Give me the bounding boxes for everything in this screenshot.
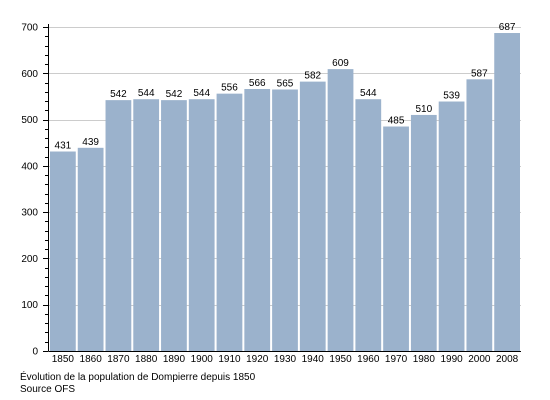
bar: [355, 99, 382, 352]
data-label: 565: [277, 78, 294, 89]
bar: [438, 101, 465, 352]
y-tick-label: 100: [21, 300, 38, 311]
bar: [410, 114, 437, 351]
x-tick-label: 1950: [329, 354, 352, 365]
data-label: 587: [471, 68, 488, 79]
x-tick-label: 2000: [468, 354, 491, 365]
x-tick-label: 2008: [496, 354, 519, 365]
data-label: 566: [249, 78, 266, 89]
y-tick-label: 300: [21, 208, 38, 219]
y-tick-label: 200: [21, 254, 38, 265]
bar: [77, 147, 104, 351]
y-tick-label: 700: [21, 23, 38, 34]
bar: [299, 81, 326, 352]
bar: [272, 89, 298, 352]
x-tick-label: 1860: [80, 354, 103, 365]
data-label: 510: [415, 104, 432, 115]
bar: [466, 79, 493, 352]
bar: [216, 93, 243, 352]
data-label: 544: [193, 88, 210, 99]
x-tick-label: 1970: [385, 354, 408, 365]
x-tick-label: 1880: [135, 354, 158, 365]
data-label: 439: [82, 137, 99, 148]
x-tick-label: 1870: [107, 354, 130, 365]
bar: [383, 126, 409, 351]
data-label: 431: [55, 141, 72, 152]
x-tick-labels: 1850 1860 1870 1880 1890 1900 1910 1920 1930 1940…: [52, 354, 519, 365]
y-tick-label: 600: [21, 69, 38, 80]
y-tick-label: 0: [32, 347, 38, 358]
x-tick-label: 1890: [163, 354, 186, 365]
bar: [188, 99, 215, 352]
data-label: 485: [388, 116, 405, 127]
x-tick-label: 1850: [52, 354, 75, 365]
bars: [50, 33, 520, 352]
data-label: 609: [332, 58, 349, 69]
data-label: 544: [138, 88, 155, 99]
y-tick-label: 500: [21, 115, 38, 126]
data-label: 539: [443, 91, 460, 102]
x-tick-label: 1990: [440, 354, 463, 365]
x-tick-label: 1980: [413, 354, 436, 365]
x-tick-label: 1910: [218, 354, 241, 365]
bar: [161, 100, 187, 351]
x-tick-label: 1920: [246, 354, 269, 365]
y-tick-labels: 0 100 200 300 400 500 600 700: [21, 23, 38, 358]
bar: [494, 33, 520, 352]
bar: [105, 100, 132, 351]
x-tick-label: 1960: [357, 354, 380, 365]
data-label: 582: [304, 71, 321, 82]
x-tick-label: 1940: [302, 354, 325, 365]
bar: [327, 69, 354, 352]
data-label: 556: [221, 83, 238, 94]
data-label: 542: [166, 89, 183, 100]
bar: [244, 89, 271, 352]
x-tick-label: 1930: [274, 354, 297, 365]
chart-caption-source: Source OFS: [20, 384, 76, 395]
chart-caption-title: Évolution de la population de Dompierre …: [20, 372, 256, 383]
bar: [50, 151, 76, 351]
y-tick-label: 400: [21, 161, 38, 172]
data-label: 687: [499, 22, 516, 33]
data-label: 542: [110, 89, 127, 100]
data-labels: 431 439 542 544 542 544 556 566 565 582 609 544 485 5…: [55, 22, 516, 151]
bar: [133, 99, 160, 352]
x-tick-label: 1900: [191, 354, 214, 365]
axes: [43, 24, 521, 352]
data-label: 544: [360, 88, 377, 99]
